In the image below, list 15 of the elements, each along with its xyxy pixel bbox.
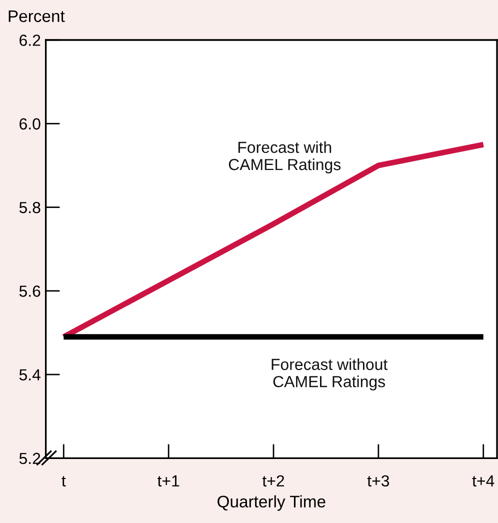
x-tick-label: t+4	[472, 475, 494, 487]
x-tick-label: t	[62, 476, 66, 487]
y-tick-label: 5.4	[19, 369, 40, 380]
y-tick-label: 5.6	[19, 286, 40, 297]
y-tick-label: 5.8	[19, 202, 40, 214]
x-tick-label: t+2	[262, 475, 284, 487]
y-tick-label: 6.0	[20, 118, 40, 130]
y-tick-label: 5.2	[19, 452, 40, 464]
y-tick-label: 6.2	[20, 34, 40, 46]
series-label: Forecast without CAMEL Ratings	[272, 358, 388, 390]
x-tick-label: t+3	[367, 475, 390, 487]
y-axis-title: Percent	[8, 10, 65, 22]
x-axis-title: Quarterly Time	[218, 495, 326, 511]
series-label: Forecast with CAMEL Ratings	[228, 141, 341, 174]
x-tick-label: t+1	[158, 475, 180, 487]
